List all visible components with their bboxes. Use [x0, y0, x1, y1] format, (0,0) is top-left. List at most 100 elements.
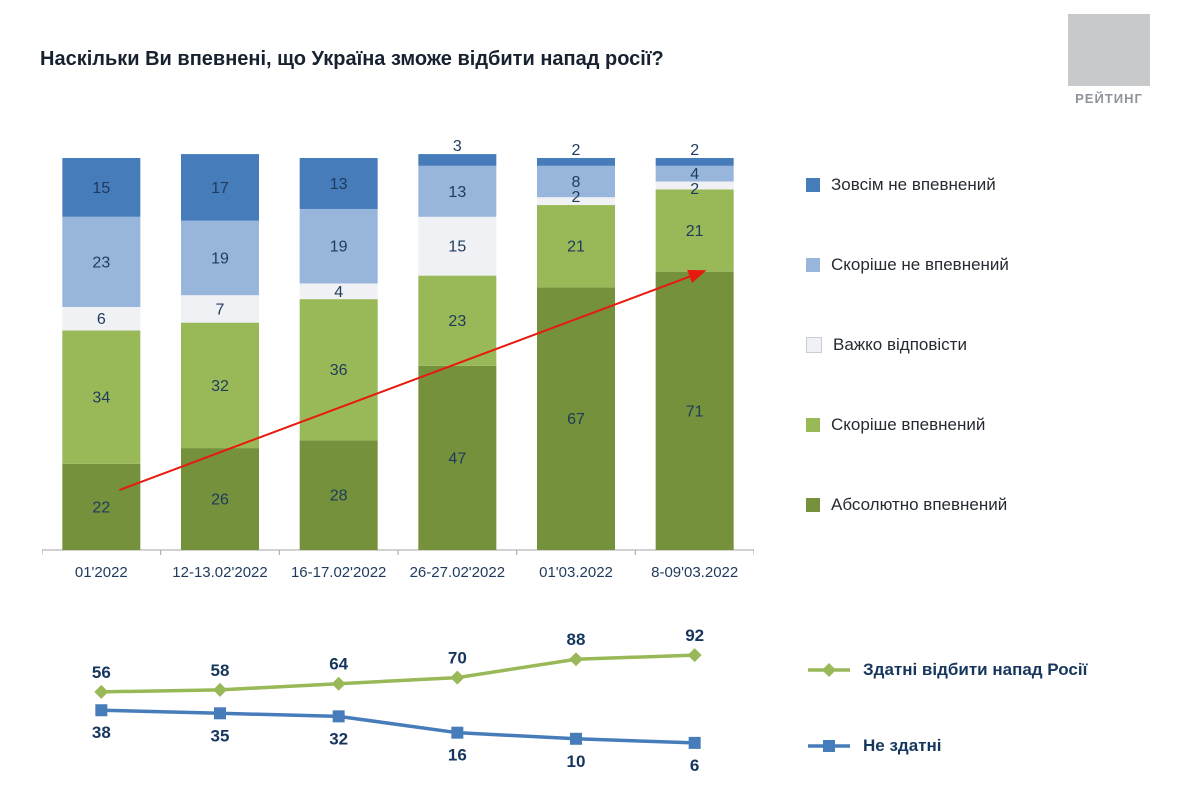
diamond-marker-icon [331, 676, 346, 691]
line-chart: 56 58 64 70 88 92 38 35 32 16 10 6 [92, 626, 704, 775]
legend-label: Важко відповісти [833, 335, 967, 354]
bar-segment [537, 205, 615, 288]
rating-logo-text: РЕЙТИНГ [1075, 91, 1143, 106]
bar-value-label: 15 [448, 239, 466, 256]
bar-segment [537, 287, 615, 550]
line-value-label: 38 [92, 723, 111, 742]
legend-label: Зовсім не впевнений [831, 175, 996, 194]
line-value-label: 16 [448, 746, 467, 765]
bar-value-label: 13 [448, 184, 466, 201]
legend-item: Абсолютно впевнений [806, 495, 1009, 515]
line-chart-legend: Здатні відбити напад Росії Не здатні [806, 660, 1087, 756]
bar-value-label: 23 [92, 254, 110, 271]
category-label: 12-13.02'2022 [172, 564, 267, 581]
bar-value-label: 8 [572, 174, 581, 191]
bar-value-label: 7 [216, 301, 225, 318]
legend-item: Важко відповісти [806, 335, 1009, 355]
legend-label: Не здатні [863, 736, 942, 755]
bar-segment [181, 220, 259, 296]
diamond-marker-icon [687, 648, 702, 663]
bar-value-label: 34 [92, 390, 110, 407]
square-line-legend-icon [808, 740, 850, 752]
legend-item: Скоріше не впевнений [806, 255, 1009, 275]
bar-segment [418, 154, 497, 166]
diamond-marker-icon [94, 684, 109, 699]
bar-value-label: 2 [690, 142, 699, 159]
bar-value-label: 17 [211, 180, 229, 197]
bar-segment [537, 158, 615, 166]
line-value-label: 6 [690, 756, 699, 775]
bar-value-label: 6 [97, 311, 106, 328]
rating-logo: РЕЙТИНГ [1068, 14, 1150, 106]
bar-value-label: 47 [448, 450, 466, 467]
bar-value-label: 15 [92, 180, 110, 197]
bar-segment [62, 158, 141, 217]
category-label: 8-09'03.2022 [651, 564, 738, 581]
category-label: 01'2022 [75, 564, 128, 581]
bar-value-label: 32 [211, 378, 229, 395]
legend-label: Здатні відбити напад Росії [863, 660, 1088, 679]
legend-label: Абсолютно впевнений [831, 495, 1008, 514]
legend-item: Не здатні [806, 736, 1087, 756]
bar-value-label: 22 [92, 499, 110, 516]
legend-label: Скоріше впевнений [831, 415, 986, 434]
bar-value-label: 36 [330, 362, 348, 379]
bar-value-label: 4 [334, 284, 343, 301]
legend-item: Зовсім не впевнений [806, 175, 1009, 195]
line-value-label: 64 [329, 655, 348, 674]
square-marker-icon [688, 736, 701, 749]
bar-value-label: 23 [448, 313, 466, 330]
line-value-label: 92 [685, 626, 704, 645]
bar-segment [181, 322, 259, 449]
legend-item: Здатні відбити напад Росії [806, 660, 1087, 680]
line-series [101, 653, 695, 694]
stacked-chart-legend: Зовсім не впевнений Скоріше не впевнений В… [806, 175, 1009, 515]
line-value-label: 10 [567, 752, 586, 771]
bar-value-label: 67 [567, 411, 585, 428]
bar-segment [299, 208, 378, 284]
bar-segment [418, 365, 497, 550]
bar-value-label: 2 [572, 142, 581, 159]
square-marker-icon [570, 732, 582, 745]
square-marker-icon [332, 710, 345, 723]
bar-value-label: 4 [690, 166, 699, 183]
legend-label: Скоріше не впевнений [831, 255, 1009, 274]
diamond-marker-icon [213, 682, 227, 697]
bar-segment [299, 283, 378, 300]
bar-segment [537, 197, 615, 206]
bar-segment [299, 440, 378, 550]
bar-segment [181, 448, 259, 550]
legend-swatch-icon [806, 337, 822, 353]
legend-swatch-icon [806, 178, 820, 192]
category-label: 26-27.02'2022 [410, 564, 505, 581]
square-marker-icon [451, 726, 464, 739]
trend-arrow [118, 270, 707, 491]
line-value-label: 56 [92, 663, 111, 682]
bar-segment [655, 158, 734, 166]
line-value-label: 35 [211, 726, 230, 745]
bar-value-label: 13 [330, 176, 348, 193]
line-value-label: 70 [448, 649, 467, 668]
bar-value-label: 28 [330, 488, 348, 505]
bar-segment [62, 463, 141, 550]
legend-swatch-icon [806, 498, 820, 512]
legend-item: Скоріше впевнений [806, 415, 1009, 435]
bar-value-label: 19 [211, 250, 229, 267]
category-label: 01'03.2022 [539, 564, 613, 581]
bar-segment [181, 154, 259, 221]
bar-segment [418, 165, 497, 217]
category-label: 16-17.02'2022 [291, 564, 386, 581]
bar-value-label: 21 [686, 223, 704, 240]
line-value-label: 88 [567, 630, 586, 649]
bar-segment [62, 306, 141, 331]
page-title: Наскільки Ви впевнені, що Україна зможе … [40, 48, 664, 70]
legend-swatch-icon [806, 418, 820, 432]
bar-value-label: 2 [572, 189, 581, 206]
bar-segment [181, 295, 259, 323]
bar-segment [62, 216, 141, 307]
bar-value-label: 3 [453, 140, 462, 155]
rating-logo-square [1068, 14, 1150, 86]
bar-value-label: 19 [330, 239, 348, 256]
line-value-label: 32 [329, 729, 348, 748]
